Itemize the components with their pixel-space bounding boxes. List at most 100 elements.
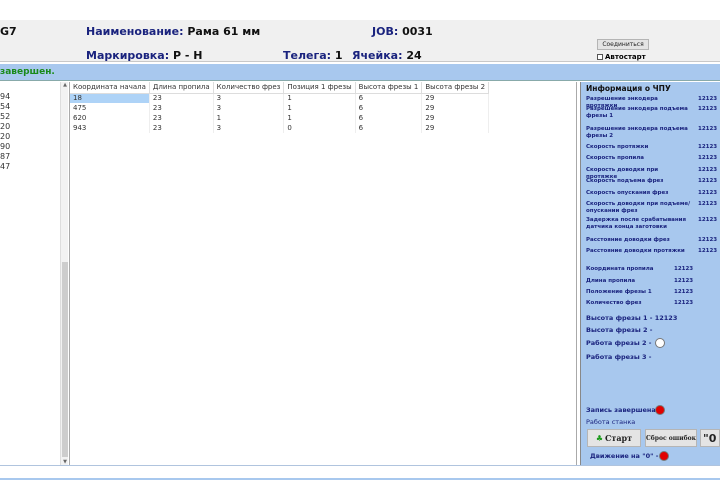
move-zero-label: Движение на "0" -: [590, 452, 659, 460]
table-cell[interactable]: 1: [213, 113, 285, 123]
list-item[interactable]: 52: [0, 112, 11, 121]
column-header[interactable]: Количество фрез: [213, 82, 285, 94]
table-cell[interactable]: 6: [355, 113, 423, 123]
current-value: 12123: [674, 266, 694, 272]
param-label: Скорость доводки при подъеме/опускании ф…: [586, 201, 691, 214]
table-row[interactable]: 475 23 3 1 6 29: [70, 103, 490, 113]
table-cell[interactable]: 29: [421, 103, 490, 113]
mark-label: Маркировка:: [86, 49, 170, 62]
list-item[interactable]: 20: [0, 132, 11, 141]
cart-label: Телега:: [283, 49, 332, 62]
column-header[interactable]: Координата начала: [70, 82, 150, 94]
mill2-work: Работа фрезы 2 -: [586, 339, 652, 347]
param-label: Скорость опускания фрез: [586, 190, 669, 196]
table-cell[interactable]: 1: [283, 113, 356, 123]
list-item[interactable]: 87: [0, 152, 11, 161]
table-cell[interactable]: 3: [213, 103, 285, 113]
table-cell[interactable]: 3: [213, 123, 285, 133]
title-area: [0, 0, 720, 20]
panel-title: Информация о ЧПУ: [586, 84, 671, 93]
mark-value: Р - Н: [172, 49, 203, 62]
name-label: Наименование:: [86, 25, 184, 38]
mill3-work: Работа фрезы 3 -: [586, 353, 652, 361]
cart-field: Телега: 1: [283, 49, 343, 62]
record-done-indicator: [655, 405, 665, 415]
column-header[interactable]: Длина пропила: [149, 82, 214, 94]
list-item[interactable]: 90: [0, 142, 11, 151]
param-value: 12123: [698, 237, 718, 243]
table-cell[interactable]: 0: [283, 123, 356, 133]
mill2-indicator: [655, 338, 665, 348]
param-label: Разрешение энкодера подъема фрезы 1: [586, 106, 688, 119]
name-value: Рама 61 мм: [187, 25, 261, 38]
start-label: Старт: [605, 433, 633, 443]
status-bar: завершен.: [0, 64, 720, 81]
scroll-thumb[interactable]: [62, 262, 68, 457]
list-item[interactable]: 54: [0, 102, 11, 111]
column-header[interactable]: Высота фрезы 2: [421, 82, 490, 94]
table-cell[interactable]: 29: [421, 113, 490, 123]
table-row[interactable]: 18 23 3 1 6 29: [70, 93, 490, 103]
param-value: 12123: [698, 126, 718, 132]
table-cell[interactable]: 943: [70, 123, 150, 133]
param-label: Скорость протяжки: [586, 144, 649, 150]
current-value: 12123: [674, 289, 694, 295]
param-value: 12123: [698, 248, 718, 254]
reset-errors-button[interactable]: Сброс ошибок: [645, 429, 697, 447]
column-header[interactable]: Высота фрезы 1: [355, 82, 423, 94]
mark-field: Маркировка: Р - Н: [86, 49, 202, 62]
cell-value: 24: [406, 49, 422, 62]
bottom-bar: [0, 465, 720, 480]
current-label: Координата пропила: [586, 266, 654, 272]
table-cell[interactable]: 3: [213, 93, 285, 103]
table-cell[interactable]: 6: [355, 123, 423, 133]
param-label: Разрешение энкодера протяжки: [586, 96, 658, 109]
column-header[interactable]: Позиция 1 фрезы: [283, 82, 356, 94]
list-item[interactable]: 47: [0, 162, 11, 171]
table-cell[interactable]: 18: [70, 93, 150, 103]
start-button[interactable]: ♣ Старт: [587, 429, 641, 447]
scroll-down-icon[interactable]: ▼: [63, 459, 67, 465]
param-label: Расстояние доводки протяжки: [586, 248, 685, 254]
current-value: 12123: [674, 278, 694, 284]
param-value: 12123: [698, 96, 718, 102]
table-cell[interactable]: 620: [70, 113, 150, 123]
table-cell[interactable]: 1: [283, 103, 356, 113]
table-cell[interactable]: 23: [149, 123, 214, 133]
job-value: 0031: [402, 25, 433, 38]
table-cell[interactable]: 6: [355, 103, 423, 113]
scrollbar[interactable]: ▲ ▼: [60, 82, 68, 465]
scroll-up-icon[interactable]: ▲: [63, 82, 67, 88]
record-done-label: Запись завершена: [586, 406, 656, 414]
table-cell[interactable]: 29: [421, 123, 490, 133]
left-list[interactable]: 94 54 52 20 20 90 87 47: [0, 82, 60, 465]
param-label: Задержка после срабатывания датчика конц…: [586, 217, 687, 230]
list-item[interactable]: 94: [0, 92, 11, 101]
table-cell[interactable]: 29: [421, 93, 490, 103]
autostart-checkbox[interactable]: Автостарт: [597, 53, 646, 61]
param-value: 12123: [698, 155, 718, 161]
table-cell[interactable]: 23: [149, 113, 214, 123]
param-value: 12123: [698, 190, 718, 196]
name-field: Наименование: Рама 61 мм: [86, 25, 260, 38]
zero-button[interactable]: "0: [700, 429, 720, 447]
table-cell[interactable]: 6: [355, 93, 423, 103]
table-cell[interactable]: 1: [283, 93, 356, 103]
status-text: завершен.: [0, 67, 55, 77]
param-value: 12123: [698, 144, 718, 150]
cell-field: Ячейка: 24: [352, 49, 422, 62]
mill2-height: Высота фрезы 2 -: [586, 326, 653, 334]
list-item[interactable]: 20: [0, 122, 11, 131]
left-code: G7: [0, 25, 17, 38]
table-row[interactable]: 620 23 1 1 6 29: [70, 113, 490, 123]
checkbox-box[interactable]: [597, 54, 603, 60]
table-cell[interactable]: 23: [149, 93, 214, 103]
start-icon: ♣: [595, 433, 604, 443]
table-cell[interactable]: 475: [70, 103, 150, 113]
connect-button[interactable]: Соединиться: [597, 39, 649, 50]
table-row[interactable]: 943 23 3 0 6 29: [70, 123, 490, 133]
param-value: 12123: [698, 167, 718, 173]
autostart-label: Автостарт: [605, 53, 646, 61]
data-table[interactable]: Координата начала Длина пропила Количество…: [69, 82, 577, 465]
table-cell[interactable]: 23: [149, 103, 214, 113]
